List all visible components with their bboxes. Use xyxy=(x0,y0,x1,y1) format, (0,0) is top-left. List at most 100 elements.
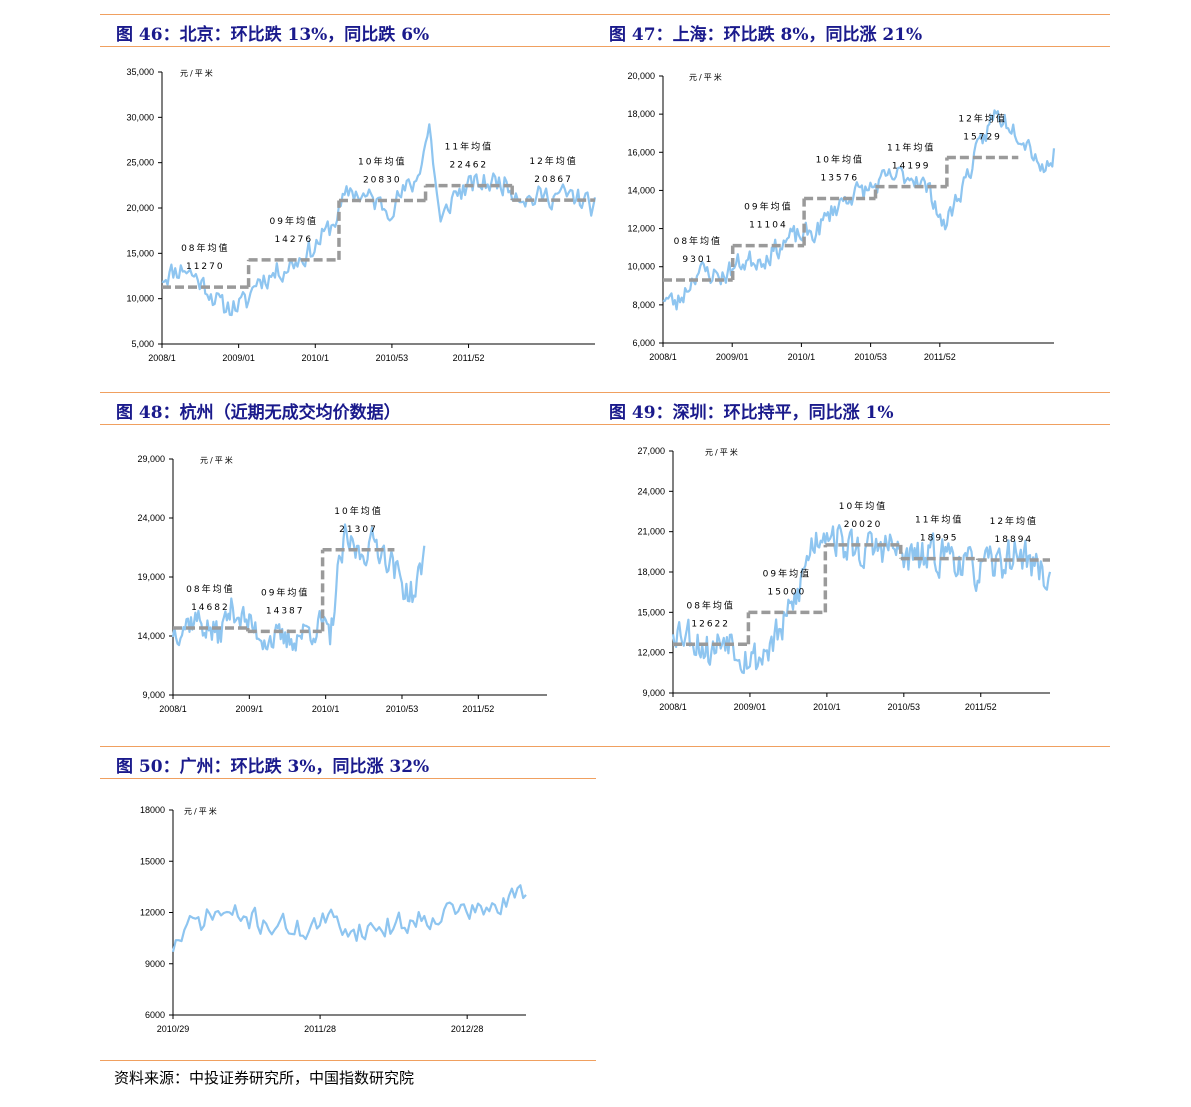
x-tick-label: 2009/01 xyxy=(222,353,255,363)
x-tick-label: 2010/53 xyxy=(376,353,409,363)
average-label: 11年均值 xyxy=(445,141,493,153)
x-tick-label: 2011/52 xyxy=(924,352,956,362)
unit-label: 元/平米 xyxy=(184,806,219,816)
average-label: 08年均值 xyxy=(674,235,722,247)
average-label: 10年均值 xyxy=(839,500,887,512)
y-tick-label: 15,000 xyxy=(126,248,154,258)
average-value: 20867 xyxy=(534,175,573,185)
x-tick-label: 2010/53 xyxy=(888,702,921,712)
x-tick-label: 2010/1 xyxy=(312,704,340,714)
average-label: 09年均值 xyxy=(744,201,792,213)
average-value: 22462 xyxy=(450,161,489,171)
y-tick-label: 15,000 xyxy=(637,607,665,617)
y-tick-label: 8,000 xyxy=(632,300,655,310)
y-tick-label: 29,000 xyxy=(137,454,165,464)
average-label: 10年均值 xyxy=(358,155,406,167)
average-label: 08年均值 xyxy=(181,242,229,254)
y-tick-label: 25,000 xyxy=(126,158,154,168)
y-tick-label: 24,000 xyxy=(137,513,165,523)
series-line xyxy=(171,884,527,953)
y-tick-label: 18,000 xyxy=(627,109,655,119)
chart-shenzhen: 9,000 12,000 15,000 18,000 21,000 24,000 27,00… xyxy=(637,446,1052,712)
chart-title-shanghai: 图 47：上海：环比跌 8%，同比涨 21% xyxy=(609,25,923,45)
y-tick-label: 14,000 xyxy=(627,185,655,195)
x-tick-label: 2012/28 xyxy=(451,1024,484,1034)
y-tick-label: 16,000 xyxy=(627,147,655,157)
x-tick-label: 2008/1 xyxy=(649,352,677,362)
average-label: 10年均值 xyxy=(334,505,382,517)
average-value: 14199 xyxy=(892,162,931,172)
average-value: 9301 xyxy=(682,255,713,265)
y-tick-label: 18000 xyxy=(140,805,165,815)
average-value: 11270 xyxy=(186,262,225,272)
rule-row2-top xyxy=(100,392,1110,393)
y-tick-label: 35,000 xyxy=(126,67,154,77)
series-line xyxy=(161,123,597,317)
unit-label: 元/平米 xyxy=(200,455,235,465)
average-value: 21307 xyxy=(339,525,378,535)
rule-row2-under-title xyxy=(100,424,1110,425)
rule-bottom xyxy=(100,1060,596,1061)
rule-row3-top xyxy=(100,746,1110,747)
x-tick-label: 2010/1 xyxy=(813,702,841,712)
y-tick-label: 27,000 xyxy=(637,446,665,456)
chart-guangzhou: 6000 9000 12000 15000 18000 2010/29 2011/28 201… xyxy=(140,805,527,1034)
x-tick-label: 2011/52 xyxy=(965,702,997,712)
y-tick-label: 9,000 xyxy=(642,688,665,698)
y-tick-label: 5,000 xyxy=(131,339,154,349)
average-label: 11年均值 xyxy=(887,142,935,154)
y-tick-label: 20,000 xyxy=(126,203,154,213)
chart-title-beijing: 图 46：北京：环比跌 13%，同比跌 6% xyxy=(116,25,430,45)
y-tick-label: 9000 xyxy=(145,959,165,969)
average-value: 14276 xyxy=(274,235,313,245)
source-note: 资料来源：中投证券研究所，中国指数研究院 xyxy=(114,1069,415,1087)
average-label: 11年均值 xyxy=(915,514,963,526)
x-tick-label: 2010/53 xyxy=(386,704,419,714)
x-tick-label: 2010/29 xyxy=(157,1024,190,1034)
y-tick-label: 12,000 xyxy=(637,648,665,658)
x-tick-label: 2008/1 xyxy=(148,353,176,363)
y-tick-label: 24,000 xyxy=(637,486,665,496)
y-tick-label: 6,000 xyxy=(632,338,655,348)
average-label: 08年均值 xyxy=(186,583,234,595)
x-tick-label: 2008/1 xyxy=(659,702,687,712)
average-value: 13576 xyxy=(820,174,859,184)
y-tick-label: 20,000 xyxy=(627,71,655,81)
average-label: 09年均值 xyxy=(763,567,811,579)
chart-title-guangzhou: 图 50：广州：环比跌 3%，同比涨 32% xyxy=(116,757,430,777)
x-tick-label: 2011/52 xyxy=(453,353,485,363)
average-value: 14682 xyxy=(191,603,230,613)
average-value: 20830 xyxy=(363,175,402,185)
average-value: 15729 xyxy=(963,132,1002,142)
average-label: 12年均值 xyxy=(529,155,577,167)
chart-title-shenzhen: 图 49：深圳：环比持平，同比涨 1% xyxy=(609,403,894,423)
y-tick-label: 15000 xyxy=(140,856,165,866)
y-tick-label: 30,000 xyxy=(126,112,154,122)
x-tick-label: 2008/1 xyxy=(159,704,187,714)
unit-label: 元/平米 xyxy=(705,447,740,457)
series-line xyxy=(662,109,1056,311)
y-tick-label: 12,000 xyxy=(627,224,655,234)
x-tick-label: 2011/28 xyxy=(304,1024,336,1034)
chart-hangzhou: 9,000 14,000 19,000 24,000 29,000 2008/1 2009/… xyxy=(137,454,547,714)
y-tick-label: 10,000 xyxy=(627,262,655,272)
unit-label: 元/平米 xyxy=(180,68,215,78)
y-tick-label: 12000 xyxy=(140,908,165,918)
y-tick-label: 6000 xyxy=(145,1010,165,1020)
x-tick-label: 2010/53 xyxy=(854,352,887,362)
series-line xyxy=(671,523,1052,675)
average-label: 09年均值 xyxy=(261,586,309,598)
average-label: 09年均值 xyxy=(270,215,318,227)
x-tick-label: 2009/1 xyxy=(236,704,264,714)
average-value: 11104 xyxy=(749,221,788,231)
rule-top xyxy=(100,14,1110,15)
x-tick-label: 2010/1 xyxy=(788,352,816,362)
average-value: 20020 xyxy=(844,520,883,530)
chart-beijing: 5,000 10,000 15,000 20,000 25,000 30,000 35,00… xyxy=(126,67,597,363)
average-value: 18894 xyxy=(995,535,1034,545)
rule-row1-under-title xyxy=(100,46,1110,47)
x-tick-label: 2011/52 xyxy=(462,704,494,714)
x-tick-label: 2010/1 xyxy=(302,353,330,363)
average-value: 18995 xyxy=(920,534,959,544)
y-tick-label: 21,000 xyxy=(637,527,665,537)
